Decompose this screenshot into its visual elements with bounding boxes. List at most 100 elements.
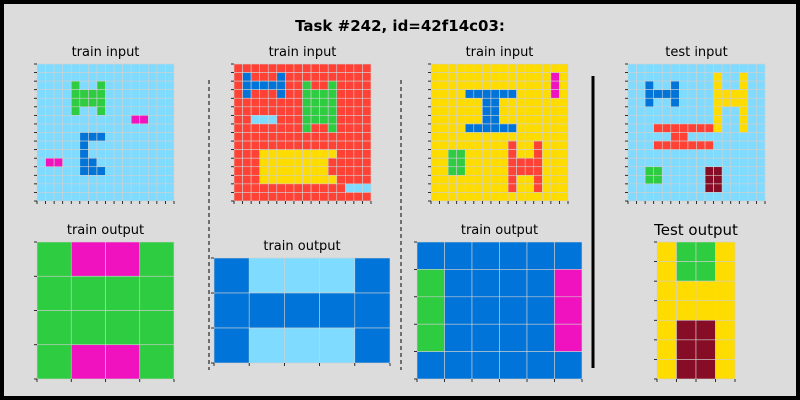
grid-cell bbox=[730, 80, 740, 90]
grid-cell bbox=[36, 89, 46, 99]
grid-panel bbox=[428, 63, 569, 204]
grid-cell bbox=[550, 123, 560, 133]
grid-cell bbox=[464, 166, 475, 176]
grid-cell bbox=[550, 115, 560, 125]
grid-cell bbox=[259, 175, 269, 185]
grid-cell bbox=[473, 166, 483, 176]
grid-cell bbox=[670, 132, 680, 142]
grid-cell bbox=[516, 72, 526, 82]
grid-cell bbox=[96, 175, 106, 185]
grid-cell bbox=[79, 89, 89, 99]
grid-cell bbox=[559, 192, 569, 202]
grid-cell bbox=[533, 106, 543, 116]
grid-cell bbox=[353, 192, 363, 202]
grid-cell bbox=[250, 97, 260, 108]
grid-cell bbox=[687, 183, 697, 193]
grid-cell bbox=[105, 123, 115, 133]
grid-cell bbox=[148, 97, 158, 108]
grid-cell bbox=[559, 166, 569, 176]
grid-cell bbox=[533, 115, 543, 125]
grid-cell bbox=[721, 192, 732, 202]
grid-cell bbox=[747, 132, 757, 142]
grid-cell bbox=[45, 132, 55, 142]
grid-cell bbox=[293, 132, 303, 142]
grid-cell bbox=[36, 140, 46, 150]
grid-cell bbox=[644, 183, 654, 193]
grid-cell bbox=[661, 115, 672, 125]
grid-cell bbox=[353, 115, 363, 125]
grid-cell bbox=[319, 132, 329, 142]
grid-cell bbox=[550, 89, 560, 99]
grid-cell bbox=[456, 175, 466, 185]
grid-cell bbox=[661, 89, 672, 99]
grid-cell bbox=[704, 72, 714, 82]
grid-cell bbox=[293, 72, 303, 82]
grid-cell bbox=[302, 157, 312, 168]
grid-cell bbox=[36, 132, 46, 142]
grid-cell bbox=[721, 123, 732, 133]
grid-cell bbox=[713, 175, 723, 185]
grid-cell bbox=[730, 166, 740, 176]
grid-cell bbox=[430, 192, 440, 202]
grid-cell bbox=[747, 63, 757, 73]
grid-cell bbox=[96, 157, 106, 168]
grid-cell bbox=[336, 157, 346, 168]
grid-cell bbox=[310, 80, 320, 90]
grid-cell bbox=[670, 192, 680, 202]
grid-cell bbox=[627, 183, 637, 193]
grid-cell bbox=[310, 192, 320, 202]
grid-cell bbox=[747, 140, 757, 150]
grid-cell bbox=[516, 115, 526, 125]
grid-cell bbox=[447, 97, 457, 108]
grid-cell bbox=[739, 183, 749, 193]
grid-cell bbox=[250, 123, 260, 133]
grid-cell bbox=[473, 115, 483, 125]
grid-cell bbox=[70, 192, 81, 202]
grid-cell bbox=[524, 192, 535, 202]
grid-cell bbox=[79, 166, 89, 176]
grid-cell bbox=[259, 123, 269, 133]
grid-panel bbox=[211, 257, 391, 366]
grid-cell bbox=[542, 132, 552, 142]
grid-cell bbox=[507, 123, 517, 133]
grid-cell bbox=[353, 63, 363, 73]
grid-cell bbox=[704, 80, 714, 90]
grid-cell bbox=[362, 132, 372, 142]
grid-cell bbox=[747, 175, 757, 185]
grid-cell bbox=[336, 115, 346, 125]
grid-cell bbox=[721, 149, 732, 159]
grid-cell bbox=[79, 80, 89, 90]
grid-cell bbox=[233, 140, 243, 150]
grid-cell bbox=[62, 72, 72, 82]
grid-cell bbox=[490, 132, 500, 142]
grid-cell bbox=[656, 359, 677, 380]
grid-cell bbox=[362, 106, 372, 116]
grid-cell bbox=[327, 80, 338, 90]
grid-cell bbox=[113, 132, 123, 142]
grid-cell bbox=[695, 339, 716, 360]
grid-cell bbox=[327, 89, 338, 99]
grid-cell bbox=[644, 106, 654, 116]
grid-cell bbox=[362, 89, 372, 99]
grid-cell bbox=[670, 72, 680, 82]
grid-cell bbox=[70, 183, 81, 193]
grid-cell bbox=[430, 175, 440, 185]
grid-cell bbox=[88, 123, 98, 133]
grid-cell bbox=[242, 140, 252, 150]
grid-cell bbox=[285, 123, 295, 133]
grid-cell bbox=[559, 123, 569, 133]
grid-cell bbox=[122, 115, 132, 125]
grid-cell bbox=[756, 72, 766, 82]
grid-cell bbox=[499, 72, 509, 82]
grid-cell bbox=[542, 157, 552, 168]
grid-cell bbox=[70, 344, 106, 380]
grid-cell bbox=[62, 89, 72, 99]
grid-cell bbox=[105, 106, 115, 116]
grid-cell bbox=[310, 115, 320, 125]
grid-cell bbox=[319, 183, 329, 193]
grid-cell bbox=[679, 123, 689, 133]
grid-cell bbox=[267, 175, 278, 185]
grid-cell bbox=[122, 106, 132, 116]
grid-cell bbox=[336, 123, 346, 133]
grid-cell bbox=[139, 275, 175, 311]
